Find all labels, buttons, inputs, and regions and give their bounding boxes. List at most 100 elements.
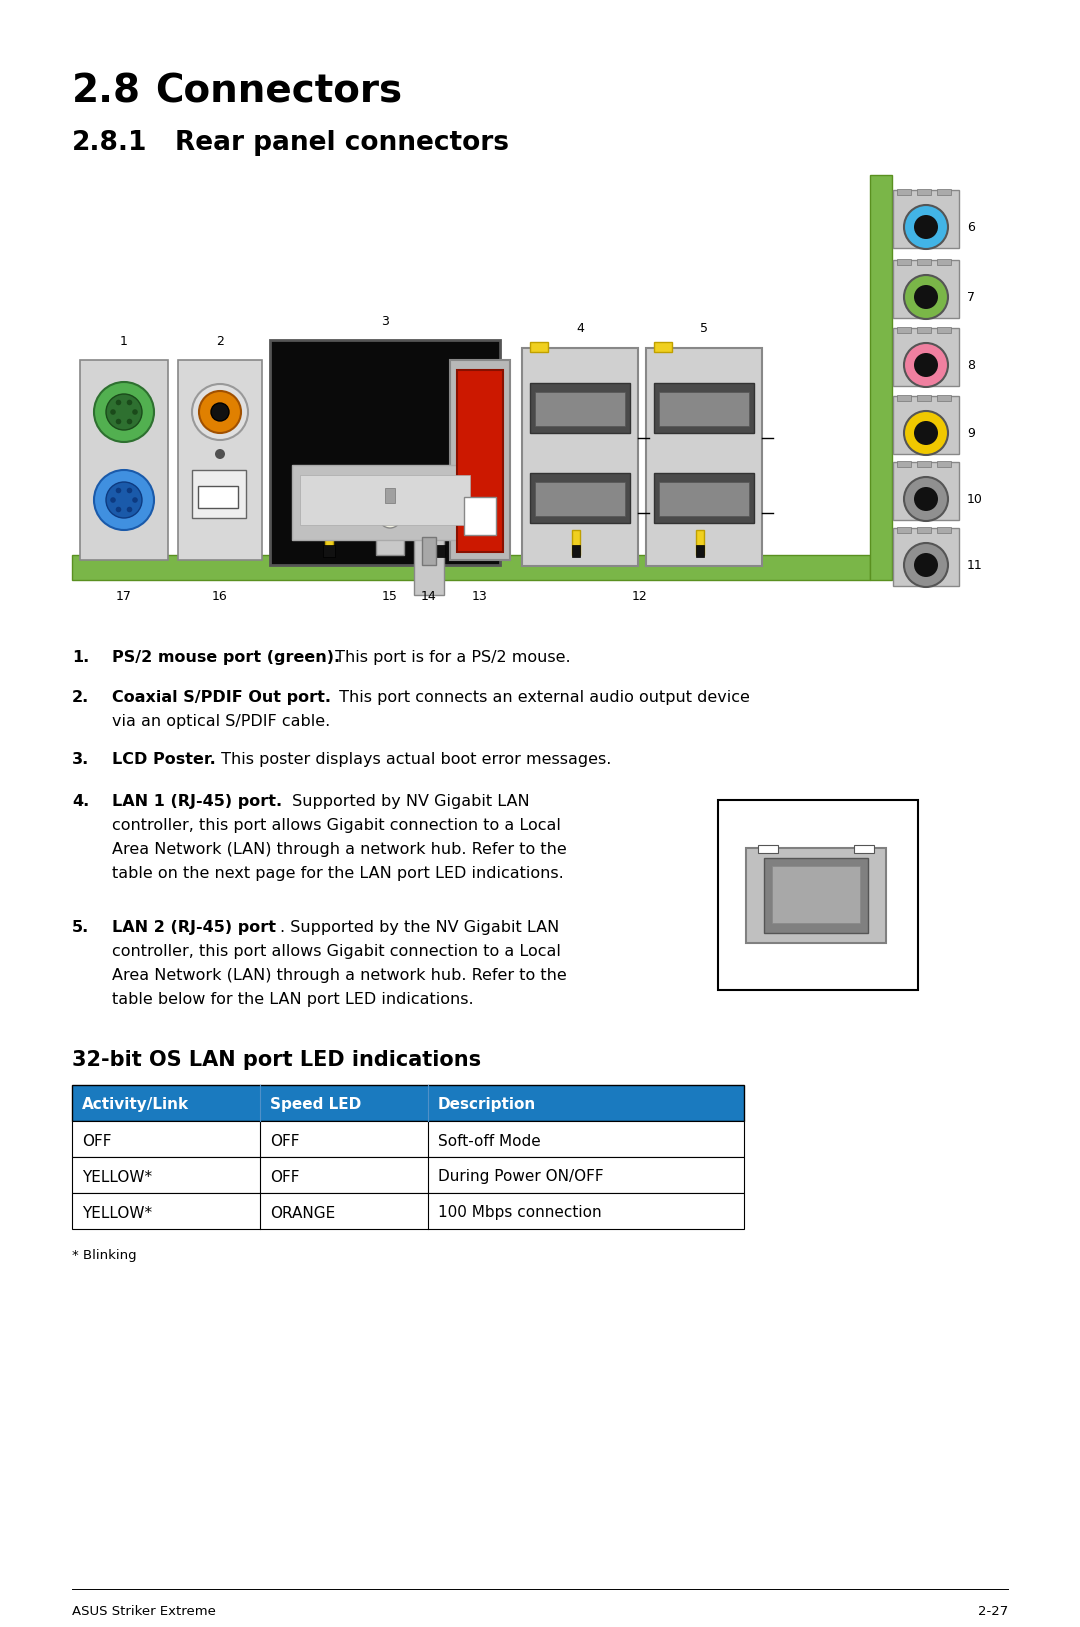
Text: 4.: 4.	[72, 794, 90, 809]
Bar	[654, 473, 754, 522]
Circle shape	[211, 403, 229, 421]
Text: This port connects an external audio output device: This port connects an external audio out…	[334, 690, 750, 704]
Text: 5: 5	[700, 322, 708, 335]
Bar	[384, 488, 395, 503]
Bar	[893, 462, 959, 521]
Bar	[535, 482, 625, 516]
Circle shape	[914, 486, 939, 511]
Circle shape	[914, 285, 939, 309]
Text: 3.: 3.	[72, 752, 90, 766]
Bar	[917, 259, 931, 265]
Text: During Power ON/OFF: During Power ON/OFF	[438, 1170, 604, 1184]
Text: Activity/Link: Activity/Link	[82, 1098, 189, 1113]
Bar	[897, 527, 912, 534]
Circle shape	[132, 498, 138, 503]
Circle shape	[914, 215, 939, 239]
Bar	[530, 473, 630, 522]
Text: 2.8.1: 2.8.1	[72, 130, 148, 156]
Text: This port is for a PS/2 mouse.: This port is for a PS/2 mouse.	[330, 651, 570, 665]
Text: LAN port: LAN port	[786, 975, 850, 989]
Bar	[897, 189, 912, 195]
Text: 1: 1	[120, 335, 127, 348]
Text: 5.: 5.	[72, 919, 90, 936]
Text: OFF: OFF	[270, 1170, 299, 1184]
Text: This poster displays actual boot error messages.: This poster displays actual boot error m…	[216, 752, 611, 766]
Bar	[646, 348, 762, 566]
Bar	[435, 535, 443, 555]
Bar	[323, 545, 335, 556]
Bar	[178, 360, 262, 560]
Text: 2: 2	[216, 335, 224, 348]
Bar	[917, 327, 931, 334]
Text: 10: 10	[967, 493, 983, 506]
Bar	[917, 527, 931, 534]
Text: Area Network (LAN) through a network hub. Refer to the: Area Network (LAN) through a network hub…	[112, 968, 567, 983]
Bar	[718, 800, 918, 989]
Text: 13: 13	[472, 591, 488, 604]
Bar	[422, 537, 436, 565]
Bar	[854, 844, 874, 853]
Bar	[325, 535, 333, 555]
Text: 3: 3	[381, 316, 389, 329]
Text: 15: 15	[382, 591, 397, 604]
Text: 32-bit OS LAN port LED indications: 32-bit OS LAN port LED indications	[72, 1049, 481, 1071]
Bar	[300, 475, 470, 526]
Text: table on the next page for the LAN port LED indications.: table on the next page for the LAN port …	[112, 866, 564, 880]
Text: 11: 11	[967, 558, 983, 571]
Bar	[292, 465, 478, 540]
Bar	[80, 360, 168, 560]
Bar	[433, 545, 445, 556]
Text: Supported by NV Gigabit LAN: Supported by NV Gigabit LAN	[287, 794, 529, 809]
Bar	[198, 486, 238, 508]
Circle shape	[904, 275, 948, 319]
Bar	[72, 1121, 744, 1157]
Text: Rear panel connectors: Rear panel connectors	[175, 130, 509, 156]
Bar	[937, 395, 951, 400]
Circle shape	[106, 394, 141, 430]
Text: LAN 1 (RJ-45) port.: LAN 1 (RJ-45) port.	[112, 794, 282, 809]
Circle shape	[126, 400, 133, 405]
Bar	[893, 529, 959, 586]
Text: Speed LED: Speed LED	[270, 1098, 361, 1113]
Text: 9: 9	[967, 426, 975, 439]
Text: 2.8: 2.8	[72, 72, 141, 111]
Bar	[893, 190, 959, 247]
Text: OFF: OFF	[270, 1134, 299, 1149]
Bar	[937, 460, 951, 467]
Bar	[572, 530, 580, 555]
Bar	[535, 392, 625, 426]
Circle shape	[904, 543, 948, 587]
Text: Soft-off Mode: Soft-off Mode	[438, 1134, 541, 1149]
Text: controller, this port allows Gigabit connection to a Local: controller, this port allows Gigabit con…	[112, 818, 561, 833]
Text: OFF: OFF	[82, 1134, 111, 1149]
Text: 2.: 2.	[72, 690, 90, 704]
Circle shape	[215, 449, 225, 459]
Bar	[917, 395, 931, 400]
Text: Coaxial S/PDIF Out port.: Coaxial S/PDIF Out port.	[112, 690, 330, 704]
Text: ORANGE: ORANGE	[270, 1206, 335, 1220]
Circle shape	[116, 400, 121, 405]
Text: table below for the LAN port LED indications.: table below for the LAN port LED indicat…	[112, 992, 474, 1007]
Text: LCD Poster.: LCD Poster.	[112, 752, 216, 766]
Bar	[530, 382, 630, 433]
Text: 16: 16	[212, 591, 228, 604]
Bar	[659, 392, 750, 426]
Bar	[572, 545, 580, 556]
Text: 2-27: 2-27	[977, 1604, 1008, 1617]
Bar	[457, 369, 503, 552]
Text: ASUS Striker Extreme: ASUS Striker Extreme	[72, 1604, 216, 1617]
Circle shape	[192, 384, 248, 439]
Bar	[659, 482, 750, 516]
Text: via an optical S/PDIF cable.: via an optical S/PDIF cable.	[112, 714, 330, 729]
Bar	[917, 460, 931, 467]
Bar	[764, 857, 868, 932]
Bar	[897, 327, 912, 334]
Bar	[72, 1193, 744, 1228]
Circle shape	[379, 506, 401, 529]
Bar	[696, 545, 704, 556]
Bar	[937, 527, 951, 534]
Circle shape	[914, 553, 939, 578]
Bar	[758, 844, 778, 853]
Bar	[897, 395, 912, 400]
Circle shape	[94, 470, 154, 530]
